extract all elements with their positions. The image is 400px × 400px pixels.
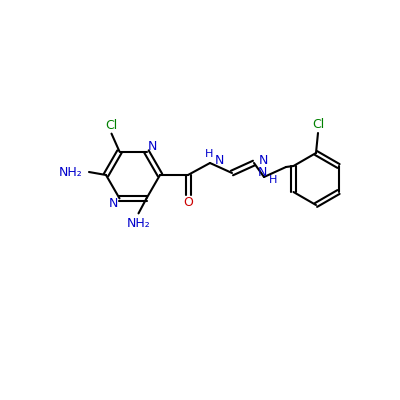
Text: Cl: Cl [312,118,324,132]
Text: N: N [148,140,157,153]
Text: Cl: Cl [105,119,118,132]
Text: N: N [259,154,268,166]
Text: NH₂: NH₂ [127,217,150,230]
Text: H: H [269,175,277,185]
Text: O: O [183,196,193,210]
Text: H: H [205,149,213,159]
Text: NH₂: NH₂ [58,166,82,178]
Text: N: N [109,197,118,210]
Text: N: N [257,166,267,178]
Text: N: N [215,154,224,166]
